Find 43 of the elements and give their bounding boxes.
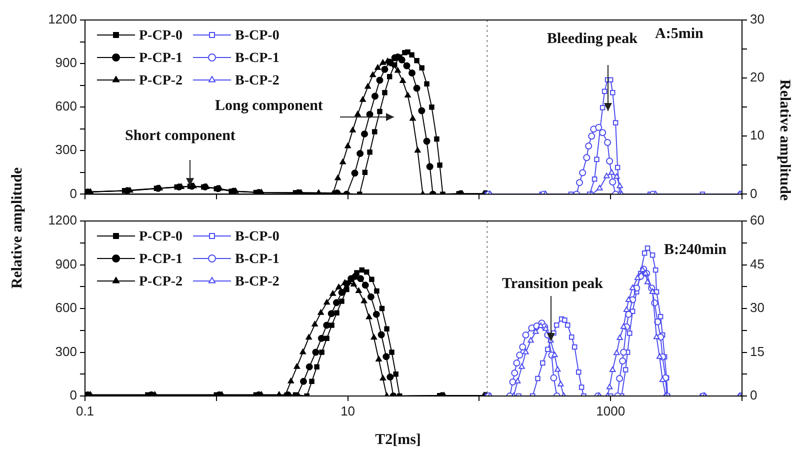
legend-label: B-CP-1 [235,252,280,268]
y-tick-label: 600 [55,300,77,316]
annotation: B:240min [664,242,727,259]
y-tick-label: 300 [55,142,77,158]
legend-label: P-CP-0 [139,28,183,44]
legend-label: P-CP-1 [139,51,183,66]
y2-tick-label: 45 [750,256,764,272]
y-tick-label: 0 [70,186,77,201]
legend-label: B-CP-1 [235,51,280,66]
x-tick-label: 10 [340,403,356,418]
annotation: A:5min [655,26,704,43]
legend-label: P-CP-1 [139,252,183,268]
legend-label: P-CP-2 [139,274,183,290]
y2-tick-label: 0 [750,186,758,201]
annotation: Long component [215,98,323,115]
x-axis-title: T2[ms] [375,432,421,449]
x-tick-label: 0.1 [76,403,94,418]
y2-tick-label: 20 [750,70,764,85]
y-tick-label: 1200 [48,212,77,228]
legend-label: P-CP-2 [139,74,183,89]
y-axis-title: Relative amplitude [10,167,26,289]
legend-label: B-CP-0 [235,230,280,245]
y2-tick-label: 15 [750,344,764,359]
x-tick-label: 1000 [596,403,626,418]
y2-tick-label: 60 [750,212,764,228]
annotation: Bleeding peak [547,31,638,48]
annotation: Transition peak [502,276,603,293]
y-tick-label: 300 [55,344,77,359]
annotation: Short component [125,128,236,145]
y-tick-label: 600 [55,98,77,114]
y-tick-label: 900 [55,55,77,70]
y2-tick-label: 30 [750,300,764,316]
legend-label: P-CP-0 [139,230,183,245]
y2-axis-title: Relative amplitude [776,79,792,201]
legend-label: B-CP-2 [235,74,280,89]
legend-label: B-CP-2 [235,274,280,290]
y-tick-label: 0 [70,388,77,403]
legend-label: B-CP-0 [235,28,280,44]
y-tick-label: 900 [55,256,77,272]
y2-tick-label: 10 [750,128,764,143]
y2-tick-label: 30 [750,12,764,27]
y2-tick-label: 0 [750,388,758,403]
y-tick-label: 1200 [48,12,77,27]
